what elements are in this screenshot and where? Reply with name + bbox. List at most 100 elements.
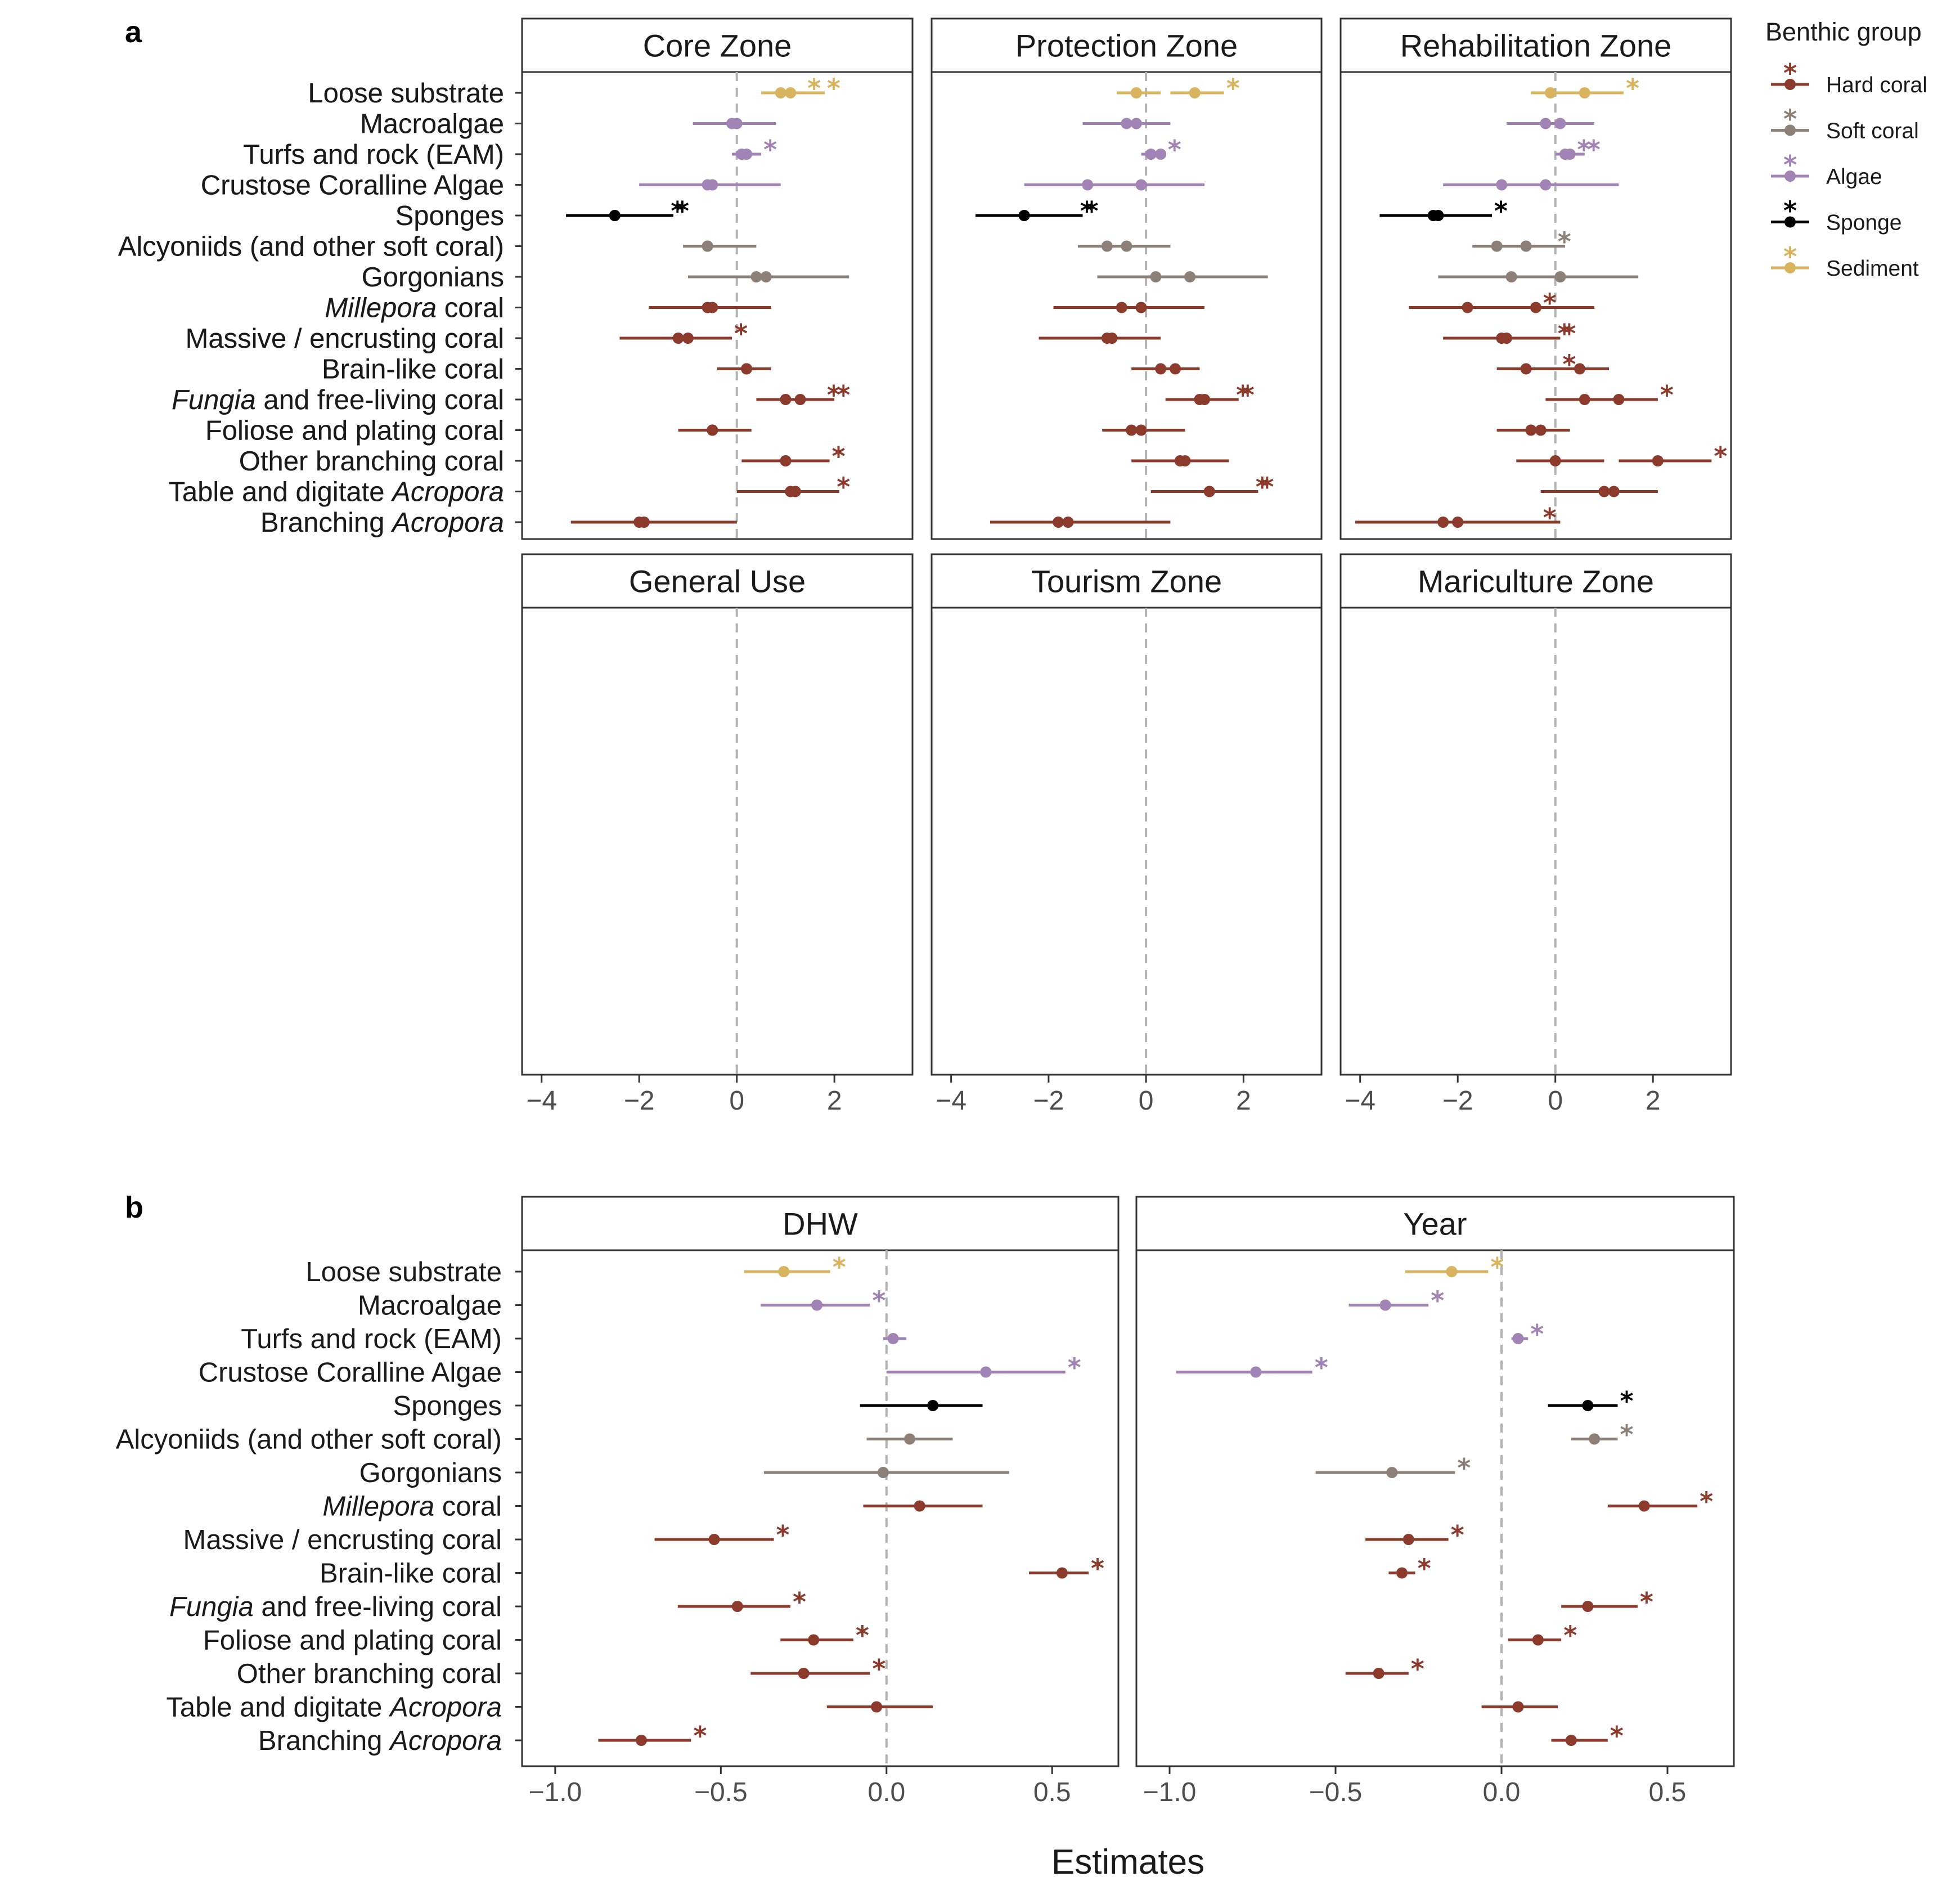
x-tick-label: 0.0 — [867, 1777, 905, 1807]
x-tick-label: −1.0 — [1143, 1777, 1197, 1807]
panel-strip — [521, 17, 914, 73]
legend-items: * Hard coral * Soft coral * Algae * Sponge * Sedi… — [1771, 58, 1927, 281]
row-label: Macroalgae — [360, 109, 504, 140]
row-label: Massive / encrusting coral — [183, 1525, 502, 1555]
significance-star: * — [1660, 380, 1674, 410]
estimate-point — [1056, 1567, 1068, 1579]
estimate-point — [1652, 455, 1664, 466]
legend-key-star: * — [1783, 58, 1797, 88]
legend-key-point — [1784, 170, 1796, 182]
estimate-point — [980, 1366, 992, 1378]
estimate-point — [789, 486, 801, 497]
x-axis-title: Estimates — [1051, 1843, 1204, 1882]
panel-background — [521, 1249, 1120, 1767]
row-label: Other branching coral — [239, 446, 504, 477]
row-label: Turfs and rock (EAM) — [241, 1324, 502, 1354]
estimate-point — [741, 149, 753, 160]
panel-background — [1135, 1249, 1735, 1767]
estimate-point — [707, 424, 718, 436]
significance-star: * — [1620, 1386, 1634, 1416]
significance-star: * — [1418, 1554, 1431, 1584]
estimate-point — [1540, 118, 1552, 129]
panel-title: Tourism Zone — [1031, 564, 1222, 599]
significance-star: * — [1620, 1420, 1634, 1450]
row-label: Sponges — [395, 201, 504, 231]
significance-star: * — [1558, 227, 1571, 257]
significance-star: * — [1431, 1286, 1444, 1316]
legend-key-star: * — [1783, 104, 1797, 134]
significance-star: * — [763, 134, 777, 165]
significance-star: * — [837, 380, 850, 410]
estimate-point — [1545, 87, 1557, 98]
estimate-point — [1373, 1668, 1384, 1679]
x-tick-label: 2 — [1236, 1086, 1251, 1116]
significance-star: * — [1411, 1654, 1424, 1684]
estimate-point — [877, 1467, 889, 1478]
panel-strip — [930, 553, 1323, 609]
row-label: Foliose and plating coral — [205, 416, 504, 446]
row-label: Crustose Coralline Algae — [201, 170, 504, 201]
panel-protection-zone: Protection Zone**** — [930, 17, 1323, 540]
estimate-point — [609, 210, 621, 221]
significance-star: * — [1587, 134, 1601, 165]
estimate-point — [708, 1534, 720, 1545]
row-label: Massive / encrusting coral — [186, 324, 504, 354]
panel-strip — [521, 1196, 1120, 1251]
row-label: Table and digitate Acropora — [168, 477, 504, 508]
significance-star: * — [1260, 472, 1274, 502]
estimate-point — [1121, 240, 1132, 252]
significance-star: * — [1494, 196, 1508, 226]
panel-strip — [1339, 17, 1732, 73]
x-tick-label: 0.0 — [1483, 1777, 1521, 1807]
significance-star: * — [1714, 441, 1727, 472]
legend-key-point — [1784, 216, 1796, 228]
estimate-point — [731, 1601, 743, 1612]
x-tick-label: −2 — [624, 1086, 655, 1116]
row-label: Gorgonians — [362, 262, 504, 293]
significance-star: * — [872, 1654, 885, 1684]
significance-star: * — [1068, 1353, 1081, 1383]
estimate-point — [1203, 486, 1215, 497]
panel-letter-b: b — [125, 1191, 143, 1224]
estimate-point — [1520, 363, 1532, 375]
estimate-point — [1053, 517, 1064, 528]
estimate-point — [1574, 363, 1586, 375]
estimate-point — [702, 179, 713, 191]
estimate-point — [1598, 486, 1610, 497]
estimate-point — [1130, 87, 1142, 98]
estimate-point — [1116, 302, 1127, 313]
significance-star: * — [1558, 318, 1571, 349]
estimate-point — [775, 87, 786, 98]
legend-title: Benthic group — [1765, 17, 1922, 46]
estimate-point — [1446, 1266, 1458, 1277]
x-tick-label: −4 — [526, 1086, 557, 1116]
significance-star: * — [1543, 288, 1557, 318]
legend-item-algae: * Algae — [1771, 150, 1882, 189]
estimate-point — [1106, 333, 1118, 344]
x-tick-label: 0.5 — [1649, 1777, 1687, 1807]
estimate-point — [1174, 455, 1186, 466]
estimate-point — [1496, 333, 1508, 344]
row-label: Alcyoniids (and other soft coral) — [118, 232, 504, 262]
x-tick-label: 0 — [1139, 1086, 1154, 1116]
legend-label: Hard coral — [1826, 73, 1927, 97]
x-tick-label: −2 — [1442, 1086, 1473, 1116]
significance-star: * — [776, 1520, 790, 1550]
panels-layer: Core Zone*****Loose substrateMacroalgaeT… — [116, 17, 1735, 1807]
significance-star: * — [1626, 73, 1639, 104]
row-label: Other branching coral — [239, 446, 504, 477]
estimate-point — [778, 1266, 790, 1277]
significance-star: * — [1236, 380, 1249, 410]
estimate-point — [1452, 517, 1464, 528]
row-label: Branching Acropora — [260, 508, 504, 538]
estimate-point — [702, 302, 713, 313]
significance-star: * — [676, 196, 689, 226]
estimate-point — [633, 517, 645, 528]
significance-star: * — [827, 380, 840, 410]
panel-letter-a: a — [125, 15, 142, 49]
significance-star: * — [827, 73, 840, 104]
estimate-point — [672, 333, 684, 344]
row-label: Sponges — [395, 201, 504, 231]
significance-star: * — [1563, 1620, 1577, 1651]
estimate-point — [702, 240, 713, 252]
